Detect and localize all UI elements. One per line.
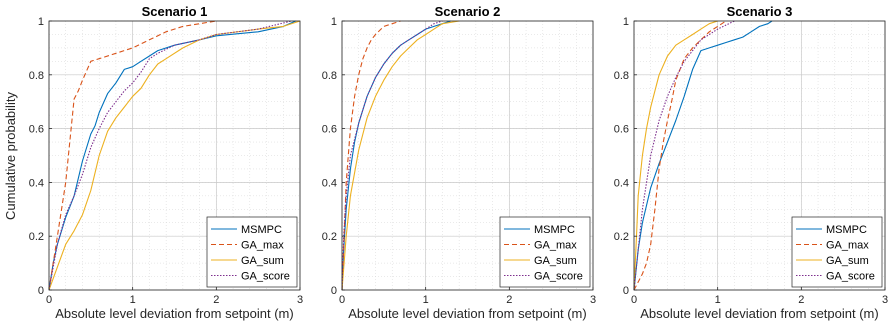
legend-label: GA_score (241, 271, 290, 283)
y-tick-label: 0.4 (322, 177, 337, 189)
legend-label: GA_sum (241, 255, 284, 267)
x-tick-label: 2 (213, 294, 219, 306)
legend-label: MSMPC (534, 224, 575, 236)
x-tick-label: 0 (631, 294, 637, 306)
plot-frame (48, 20, 301, 291)
series-line-msmpc (48, 20, 297, 291)
y-tick-label: 1 (38, 16, 44, 28)
legend: MSMPC GA_max GA_sum GA_score (791, 216, 883, 288)
legend-label: GA_sum (826, 255, 869, 267)
y-tick-label: 1 (623, 16, 629, 28)
chart-panel-1: 0 1 2 3 0 0.2 0.4 0.6 0.8 1 Scenario 1 Absolute lev… (29, 4, 303, 321)
y-tick-label: 0.8 (322, 70, 337, 82)
legend: MSMPC GA_max GA_sum GA_score (206, 216, 298, 288)
y-tick-label: 0.6 (614, 124, 629, 136)
y-tick-label: 1 (331, 16, 337, 28)
series-line-ga-max (48, 20, 217, 291)
legend-label: MSMPC (826, 224, 867, 236)
series-line-ga-score (633, 20, 735, 291)
x-axis-label: Absolute level deviation from setpoint (… (348, 306, 586, 321)
y-tick-label: 0.8 (614, 70, 629, 82)
y-tick-label: 0.2 (614, 231, 629, 243)
x-axis-label: Absolute level deviation from setpoint (… (55, 306, 293, 321)
series-line-msmpc (633, 20, 773, 291)
plot-frame (633, 20, 886, 291)
chart-panel-2: 0 1 2 3 0 0.2 0.4 0.6 0.8 1 Scenario 2 Absolute lev… (322, 4, 596, 321)
x-axis-label: Absolute level deviation from setpoint (… (640, 306, 878, 321)
x-tick-label: 3 (882, 294, 888, 306)
y-tick-label: 0.6 (29, 124, 44, 136)
series-line-ga-sum (633, 20, 718, 291)
legend-label: GA_sum (534, 255, 577, 267)
y-tick-label: 0.8 (29, 70, 44, 82)
legend-label: GA_max (534, 240, 577, 252)
x-tick-label: 2 (506, 294, 512, 306)
plot-frame (341, 20, 594, 291)
x-tick-label: 1 (715, 294, 721, 306)
y-tick-label: 0.4 (614, 177, 629, 189)
y-tick-label: 0.2 (29, 231, 44, 243)
x-tick-label: 1 (130, 294, 136, 306)
legend-label: GA_score (534, 271, 583, 283)
chart-title: Scenario 2 (435, 4, 501, 19)
chart-panel-3: 0 1 2 3 0 0.2 0.4 0.6 0.8 1 Scenario 3 Absolute lev… (614, 4, 888, 321)
y-axis-label: Cumulative probability (3, 92, 18, 220)
x-tick-label: 3 (590, 294, 596, 306)
legend-label: MSMPC (241, 224, 282, 236)
x-tick-label: 0 (46, 294, 52, 306)
legend-label: GA_max (241, 240, 284, 252)
legend-label: GA_max (826, 240, 869, 252)
series-line-ga-score (48, 20, 292, 291)
y-tick-label: 0 (38, 285, 44, 297)
y-tick-label: 0.6 (322, 124, 337, 136)
y-tick-label: 0 (331, 285, 337, 297)
series-line-msmpc (341, 20, 451, 291)
y-tick-label: 0.2 (322, 231, 337, 243)
series-line-ga-max (341, 20, 401, 291)
y-tick-label: 0 (623, 285, 629, 297)
legend: MSMPC GA_max GA_sum GA_score (499, 216, 591, 288)
y-tick-label: 0.4 (29, 177, 44, 189)
series-line-ga-sum (341, 20, 460, 291)
chart-title: Scenario 1 (142, 4, 208, 19)
chart-title: Scenario 3 (727, 4, 793, 19)
x-tick-label: 2 (798, 294, 804, 306)
x-tick-label: 3 (297, 294, 303, 306)
x-tick-label: 0 (339, 294, 345, 306)
x-tick-label: 1 (423, 294, 429, 306)
legend-label: GA_score (826, 271, 875, 283)
